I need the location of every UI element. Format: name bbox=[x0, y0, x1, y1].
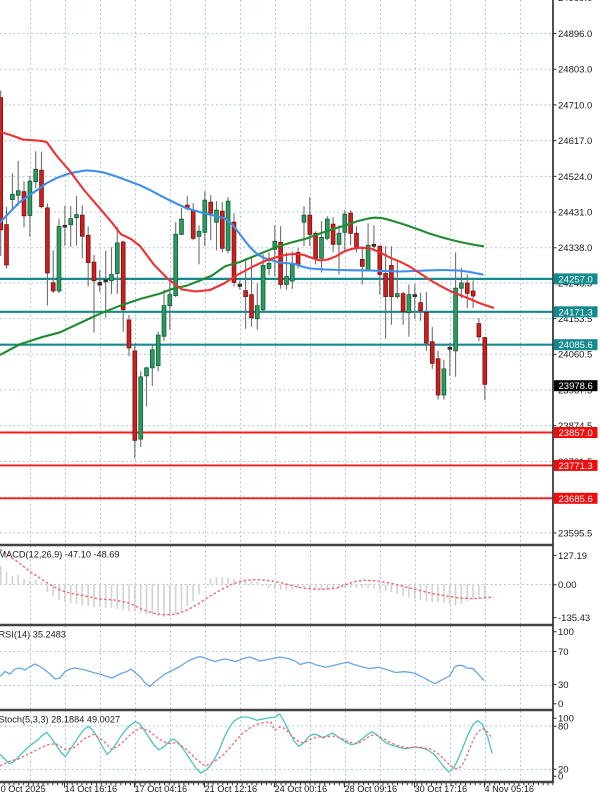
svg-text:24989.0: 24989.0 bbox=[558, 0, 592, 4]
svg-text:127.19: 127.19 bbox=[558, 551, 587, 562]
svg-text:0: 0 bbox=[558, 699, 563, 710]
svg-text:23978.6: 23978.6 bbox=[559, 381, 593, 392]
svg-text:14 Oct 16:16: 14 Oct 16:16 bbox=[65, 784, 118, 794]
svg-text:24153.5: 24153.5 bbox=[558, 314, 592, 325]
svg-text:-135.43: -135.43 bbox=[558, 613, 590, 624]
svg-text:24803.0: 24803.0 bbox=[558, 65, 592, 76]
svg-text:80: 80 bbox=[558, 722, 569, 733]
svg-text:24524.0: 24524.0 bbox=[558, 172, 592, 183]
svg-text:28 Oct 09:16: 28 Oct 09:16 bbox=[345, 784, 398, 794]
svg-text:24085.6: 24085.6 bbox=[559, 340, 593, 351]
svg-text:30 Oct 17:16: 30 Oct 17:16 bbox=[415, 784, 468, 794]
svg-text:23857.0: 23857.0 bbox=[559, 428, 593, 439]
svg-text:MACD(12,26,9) -47.10 -48.69: MACD(12,26,9) -47.10 -48.69 bbox=[0, 550, 120, 560]
svg-text:24171.3: 24171.3 bbox=[559, 307, 593, 318]
svg-text:30: 30 bbox=[558, 680, 569, 691]
svg-text:21 Oct 12:16: 21 Oct 12:16 bbox=[205, 784, 258, 794]
svg-text:23874.5: 23874.5 bbox=[558, 421, 592, 432]
svg-text:24617.0: 24617.0 bbox=[558, 136, 592, 147]
svg-text:100: 100 bbox=[558, 627, 574, 638]
svg-text:RSI(14) 35.2483: RSI(14) 35.2483 bbox=[0, 630, 66, 640]
svg-text:23771.3: 23771.3 bbox=[559, 461, 593, 472]
svg-text:4 Nov 05:16: 4 Nov 05:16 bbox=[485, 784, 535, 794]
svg-text:0.00: 0.00 bbox=[558, 580, 577, 591]
svg-text:24338.0: 24338.0 bbox=[558, 243, 592, 254]
svg-text:24060.5: 24060.5 bbox=[558, 350, 592, 361]
svg-text:23685.6: 23685.6 bbox=[559, 494, 593, 505]
svg-text:24431.0: 24431.0 bbox=[558, 208, 592, 219]
svg-text:24710.0: 24710.0 bbox=[558, 100, 592, 111]
svg-text:24896.0: 24896.0 bbox=[558, 29, 592, 40]
svg-text:20: 20 bbox=[558, 765, 569, 776]
svg-text:17 Oct 04:16: 17 Oct 04:16 bbox=[135, 784, 188, 794]
svg-text:Stoch(5,3,3) 28.1884 49.0027: Stoch(5,3,3) 28.1884 49.0027 bbox=[0, 715, 120, 725]
svg-text:70: 70 bbox=[558, 647, 569, 658]
svg-text:24 Oct 00:16: 24 Oct 00:16 bbox=[275, 784, 328, 794]
svg-text:0: 0 bbox=[558, 772, 563, 783]
svg-text:24257.0: 24257.0 bbox=[559, 274, 593, 285]
svg-text:10 Oct 2025: 10 Oct 2025 bbox=[0, 784, 46, 794]
svg-text:100: 100 bbox=[558, 714, 574, 725]
svg-text:23595.5: 23595.5 bbox=[558, 528, 592, 539]
